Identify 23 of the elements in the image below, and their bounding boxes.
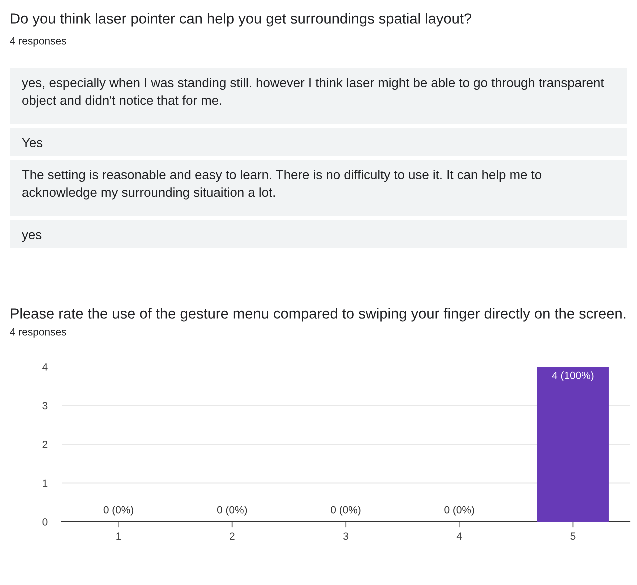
y-tick-label: 4: [42, 364, 48, 371]
x-tick-label: 1: [116, 532, 122, 540]
chart-title: Please rate the use of the gesture menu compared to swiping your finger directly on the screen.: [11, 308, 626, 322]
y-tick-label: 0: [42, 518, 48, 526]
text: 4 responses: [10, 38, 66, 47]
x-tick-label: 3: [344, 532, 348, 540]
y-tick-label: 1: [43, 480, 48, 488]
data-label: 0 (0%): [104, 506, 134, 516]
data-label: 0 (0%): [217, 506, 248, 516]
x-tick-label: 2: [230, 532, 235, 540]
data-label: 0 (0%): [331, 506, 361, 516]
text: The setting is reasonable and easy to learn. There is no difficulty to use it. It can help me to acknowledge my surrounding situaition a lot.: [22, 170, 542, 200]
chart-subtitle: 4 responses: [10, 328, 66, 338]
text: yes: [22, 232, 42, 242]
y-tick-label: 3: [42, 402, 48, 410]
data-label: 4 (100%): [552, 372, 594, 382]
x-tick-label: 4: [456, 532, 462, 540]
data-label: 0 (0%): [444, 506, 474, 516]
x-tick-label: 5: [570, 532, 576, 540]
text: Do you think laser pointer can help you get surroundings spatial layout?: [11, 13, 472, 27]
y-tick-label: 2: [42, 441, 48, 448]
text: yes, especially when I was standing still. however I think laser might be able to go through transparent object and didn't notice that for me.: [22, 78, 604, 108]
text: Yes: [22, 138, 43, 148]
